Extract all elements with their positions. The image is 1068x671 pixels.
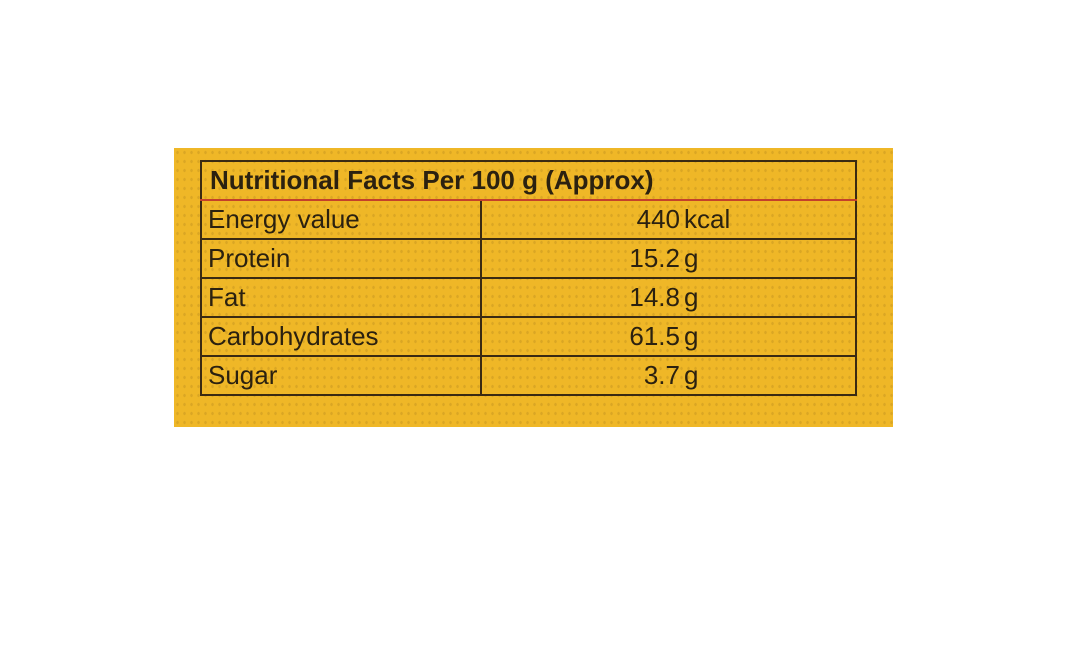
amount-value: 61.5 [629, 321, 680, 351]
nutrient-name: Energy value [200, 199, 482, 240]
nutrient-amount: 440 kcal [480, 199, 857, 240]
amount-unit: g [684, 360, 699, 390]
table-row: Protein 15.2 g [200, 238, 857, 279]
table-title: Nutritional Facts Per 100 g (Approx) [200, 160, 857, 201]
amount-value: 14.8 [629, 282, 680, 312]
nutrient-amount: 15.2 g [480, 238, 857, 279]
nutrient-amount: 61.5 g [480, 316, 857, 357]
nutrient-amount: 14.8 g [480, 277, 857, 318]
amount-unit: g [684, 243, 699, 273]
nutrient-name: Protein [200, 238, 482, 279]
amount-value: 15.2 [629, 243, 680, 273]
nutrition-table: Nutritional Facts Per 100 g (Approx) Ene… [200, 160, 857, 396]
nutrient-amount: 3.7 g [480, 355, 857, 396]
amount-unit: kcal [684, 204, 731, 234]
table-row: Carbohydrates 61.5 g [200, 316, 857, 357]
table-row: Energy value 440 kcal [200, 199, 857, 240]
table-row: Fat 14.8 g [200, 277, 857, 318]
label-panel: Nutritional Facts Per 100 g (Approx) Ene… [174, 148, 893, 427]
nutrient-name: Carbohydrates [200, 316, 482, 357]
amount-unit: g [684, 321, 699, 351]
nutrient-name: Sugar [200, 355, 482, 396]
amount-unit: g [684, 282, 699, 312]
table-row: Sugar 3.7 g [200, 355, 857, 396]
table-body: Energy value 440 kcal Protein 15.2 g Fat 14.8 g C… [200, 199, 857, 396]
nutrient-name: Fat [200, 277, 482, 318]
amount-value: 3.7 [643, 360, 680, 390]
amount-value: 440 [636, 204, 680, 234]
